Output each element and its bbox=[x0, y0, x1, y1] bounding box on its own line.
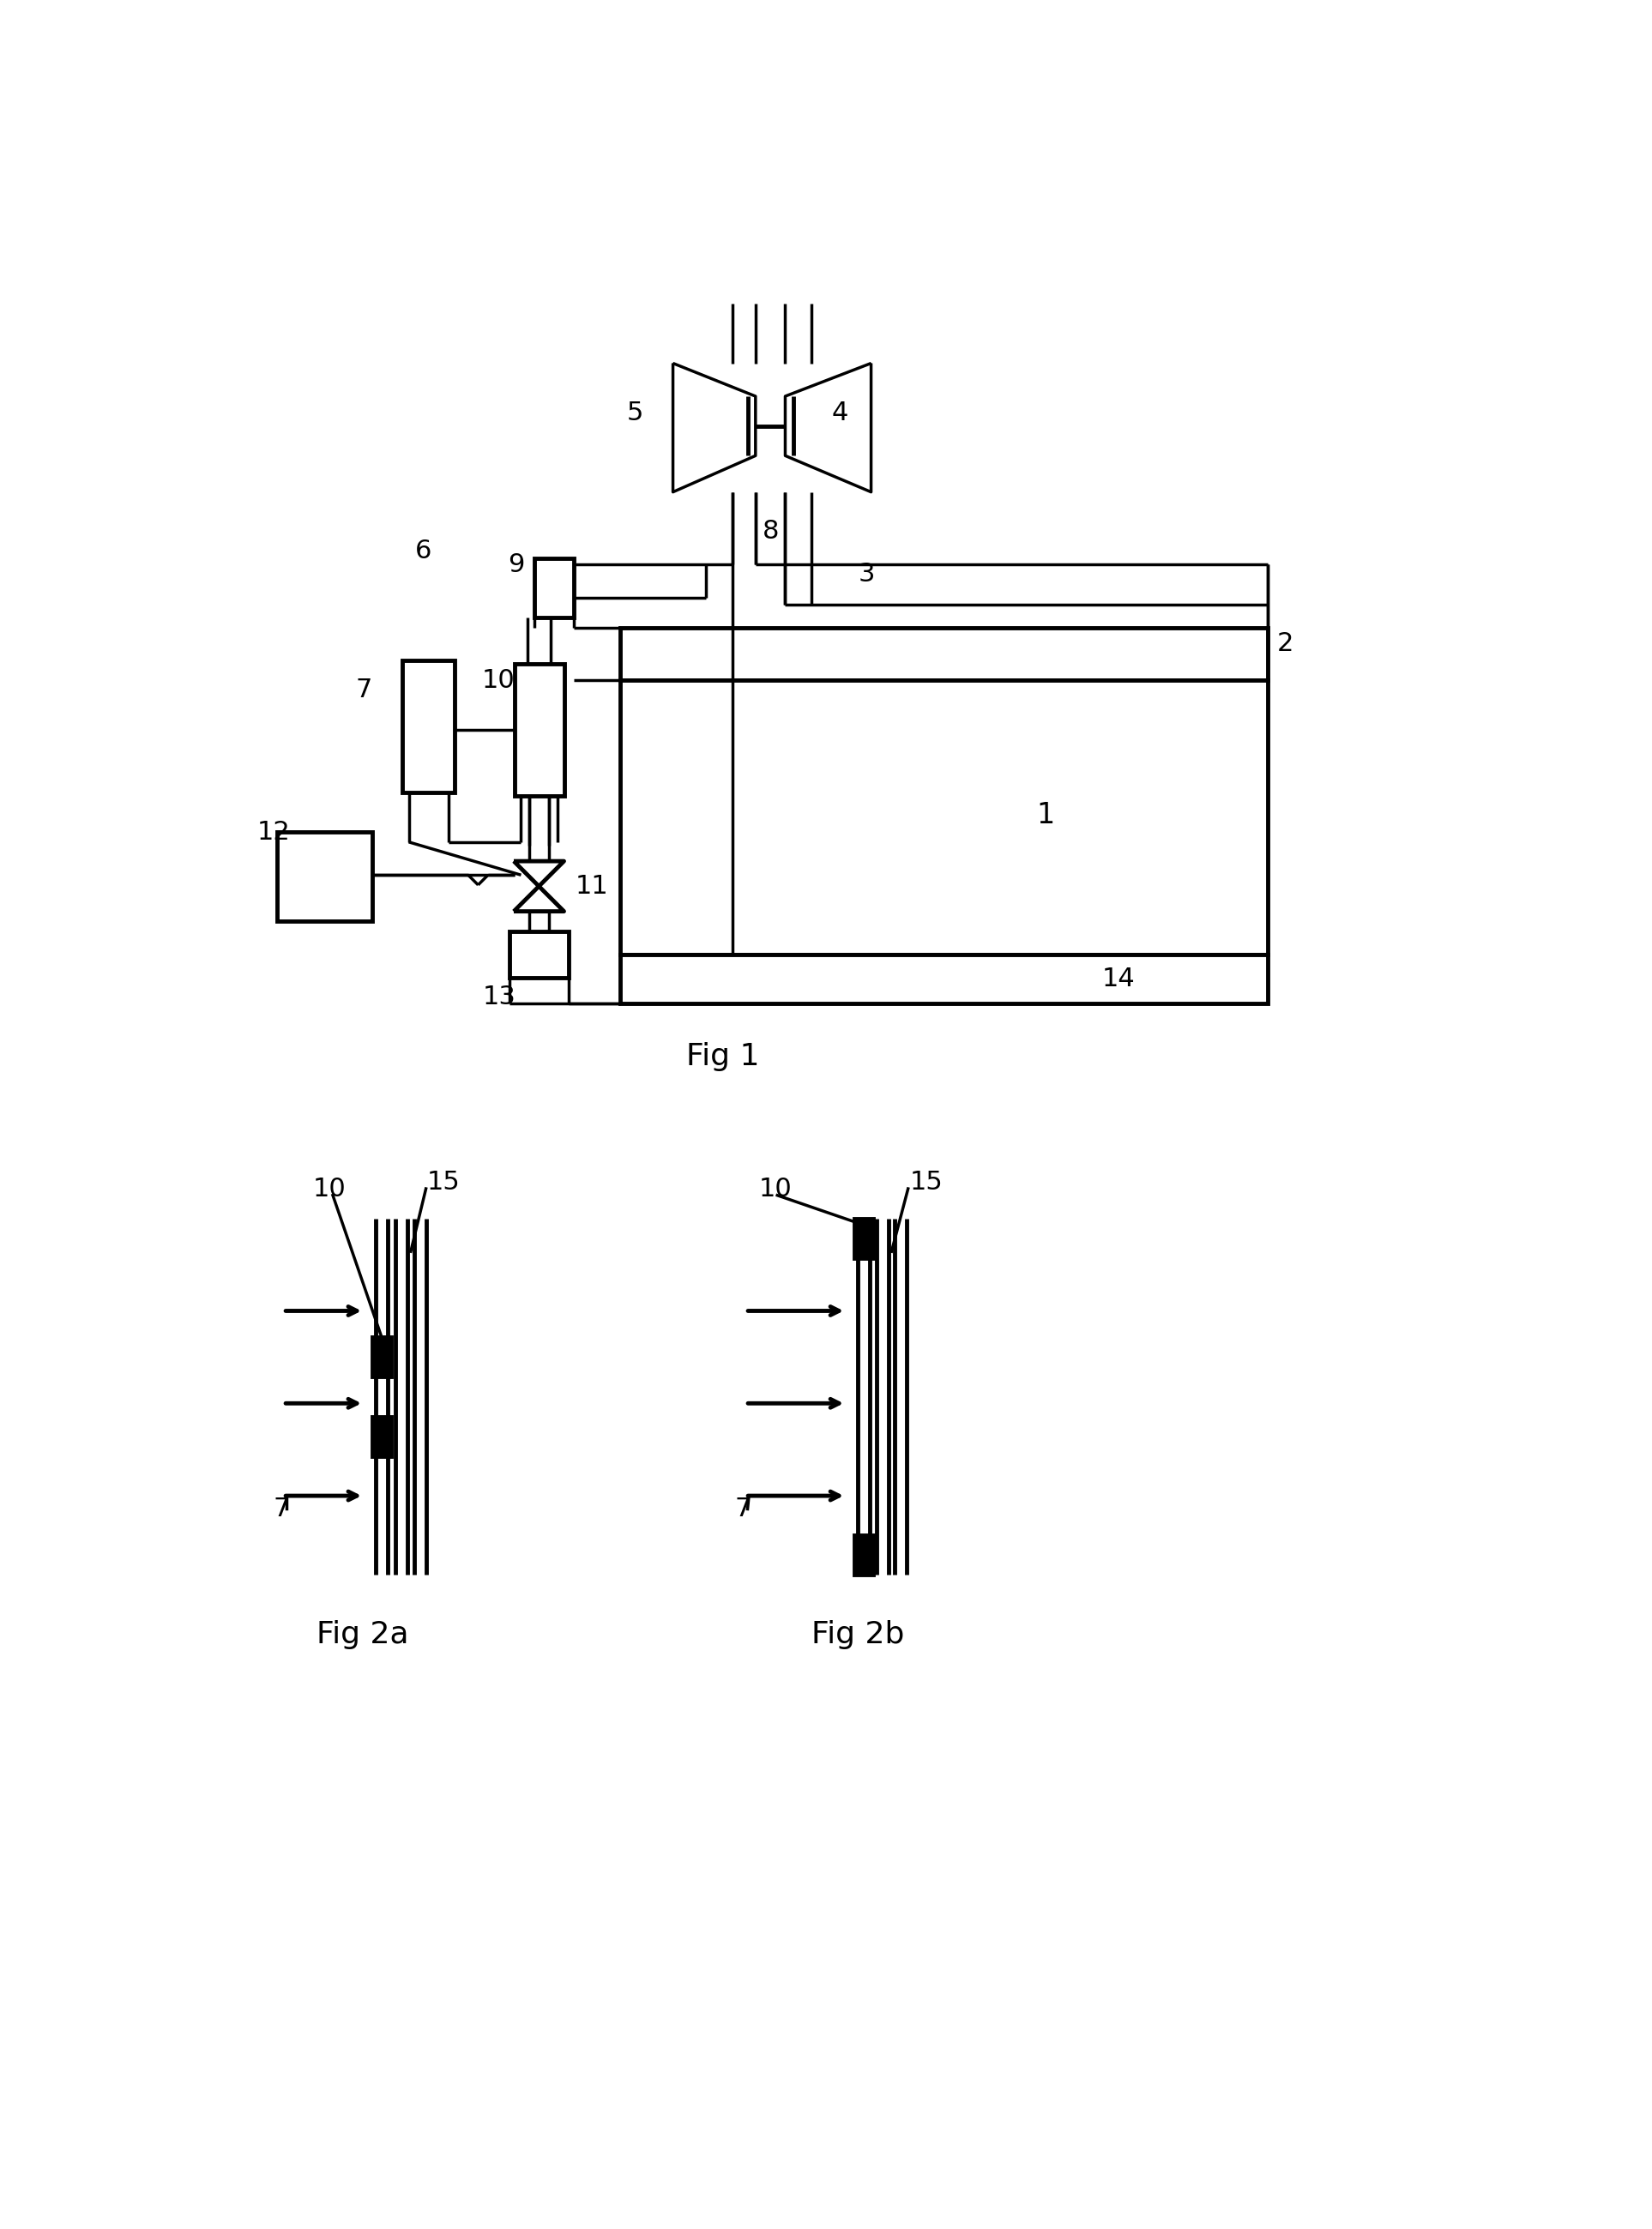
Bar bbox=[854, 1219, 872, 1257]
Text: Fig 1: Fig 1 bbox=[686, 1041, 760, 1072]
Text: 11: 11 bbox=[575, 874, 608, 898]
Bar bbox=[534, 557, 573, 617]
Bar bbox=[620, 680, 1267, 954]
Text: 8: 8 bbox=[762, 519, 778, 544]
Text: 7: 7 bbox=[355, 678, 373, 702]
Bar bbox=[401, 660, 454, 794]
Text: 15: 15 bbox=[428, 1170, 461, 1195]
Text: Fig 2b: Fig 2b bbox=[811, 1620, 904, 1649]
Bar bbox=[620, 626, 1267, 680]
Text: 15: 15 bbox=[909, 1170, 943, 1195]
Bar bbox=[372, 1418, 392, 1456]
Text: 7: 7 bbox=[735, 1496, 752, 1522]
Text: 14: 14 bbox=[1102, 967, 1135, 992]
Text: 7: 7 bbox=[273, 1496, 291, 1522]
Text: 2: 2 bbox=[1277, 631, 1294, 655]
Bar bbox=[509, 932, 568, 976]
Text: 1: 1 bbox=[1036, 802, 1054, 829]
Text: 5: 5 bbox=[626, 401, 643, 426]
Text: 9: 9 bbox=[507, 553, 524, 577]
Bar bbox=[620, 954, 1267, 1003]
Bar bbox=[276, 831, 372, 921]
Bar bbox=[514, 664, 563, 796]
Text: 13: 13 bbox=[482, 985, 515, 1010]
Text: 12: 12 bbox=[256, 820, 291, 845]
Text: 10: 10 bbox=[758, 1177, 791, 1201]
Text: 10: 10 bbox=[312, 1177, 347, 1201]
Text: 6: 6 bbox=[415, 539, 431, 564]
Text: 10: 10 bbox=[481, 669, 515, 693]
Text: 3: 3 bbox=[857, 562, 874, 586]
Text: 4: 4 bbox=[831, 401, 847, 426]
Text: Fig 2a: Fig 2a bbox=[317, 1620, 408, 1649]
Bar bbox=[372, 1337, 392, 1378]
Bar bbox=[854, 1536, 872, 1576]
